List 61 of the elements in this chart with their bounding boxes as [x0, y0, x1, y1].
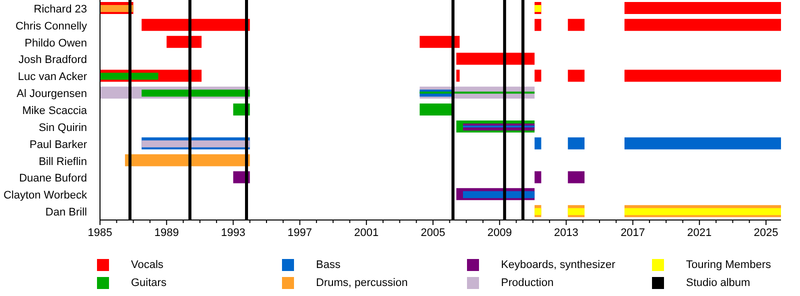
bar	[568, 171, 585, 184]
x-tick-label: 2005	[420, 227, 446, 239]
bar	[456, 70, 460, 82]
y-tick-label: Dan Brill	[45, 206, 87, 219]
bar	[142, 140, 250, 148]
bar	[624, 208, 781, 216]
bar	[534, 70, 542, 82]
legend-label: Guitars	[131, 277, 166, 289]
x-tick-label: 2001	[354, 227, 379, 239]
y-tick-label: Sin Quirin	[38, 122, 87, 134]
legend-label: Drums, percussion	[316, 277, 408, 289]
bar	[624, 2, 781, 14]
bar	[568, 18, 585, 31]
bar	[624, 70, 781, 82]
x-tick-label: 2009	[487, 227, 512, 239]
y-tick-label: Richard 23	[34, 3, 87, 16]
bar	[534, 18, 542, 31]
y-tick-label: Al Jourgensen	[16, 88, 87, 100]
bar	[420, 36, 460, 48]
bar	[166, 36, 202, 48]
bar	[534, 137, 542, 150]
bar	[420, 104, 453, 116]
legend-label: Studio album	[686, 277, 750, 289]
bar	[624, 18, 781, 31]
y-tick-label: Chris Connelly	[15, 20, 88, 32]
bar	[124, 154, 250, 166]
bar	[462, 191, 535, 198]
bar	[534, 171, 542, 184]
y-tick-label: Bill Rieflin	[38, 156, 87, 168]
x-tick-label: 1989	[154, 227, 179, 239]
bar	[142, 18, 250, 31]
bar	[568, 70, 585, 82]
bar	[100, 72, 158, 80]
x-tick-label: 2017	[620, 227, 646, 239]
legend-label: Vocals	[131, 259, 164, 271]
legend-label: Keyboards, synthesizer	[501, 259, 616, 271]
bar	[568, 137, 585, 150]
x-tick-label: 1985	[88, 227, 112, 239]
bar	[624, 137, 781, 150]
bar	[462, 125, 535, 128]
bar	[568, 208, 585, 216]
bar	[420, 92, 535, 94]
x-tick-label: 1997	[288, 227, 312, 239]
y-tick-label: Paul Barker	[30, 138, 88, 151]
y-tick-label: Josh Bradford	[18, 54, 87, 66]
bar	[456, 52, 535, 65]
y-tick-label: Luc van Acker	[18, 71, 88, 84]
x-tick-label: 2025	[754, 227, 778, 239]
y-tick-label: Phildo Owen	[24, 37, 87, 50]
legend-label: Bass	[316, 259, 340, 271]
bar	[142, 90, 250, 97]
y-tick-label: Duane Buford	[19, 172, 87, 185]
bar	[534, 208, 542, 216]
x-tick-label: 2021	[687, 227, 712, 239]
y-tick-label: Clayton Worbeck	[3, 190, 88, 202]
x-tick-label: 2013	[554, 227, 578, 239]
legend-label: Production	[501, 277, 554, 289]
x-tick-label: 1993	[220, 227, 246, 239]
legend-label: Touring Members	[686, 259, 771, 271]
bar	[534, 5, 542, 12]
y-tick-label: Mike Scaccia	[22, 105, 88, 117]
